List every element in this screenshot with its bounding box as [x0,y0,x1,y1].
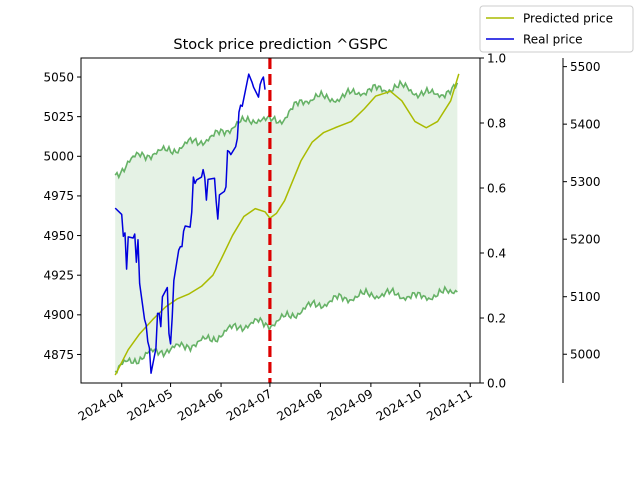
right-axis-tick-label: 5400 [570,117,601,131]
left-axis-tick-label: 5000 [43,150,74,164]
legend-predicted-label: Predicted price [523,11,613,25]
x-axis-tick-label: 2024-11 [424,386,474,423]
left-axis-tick-label: 4900 [43,308,74,322]
left-axis-tick-label: 5050 [43,70,74,84]
x-axis-tick-label: 2024-04 [76,386,126,423]
prediction-band [114,79,459,374]
x-axis-tick-label: 2024-09 [325,386,375,423]
band-lower-line [114,285,458,374]
legend-box [479,5,634,53]
left-axis-tick-label: 4975 [43,189,74,203]
middle-axis-tick-label: 0.2 [487,311,506,325]
series-lines [114,73,460,376]
left-axis-tick-label: 4875 [43,348,74,362]
real-price-line [114,73,266,374]
right-axis-tick-label: 5200 [570,232,601,246]
x-axis-tick-label: 2024-07 [224,386,274,423]
chart-title: Stock price prediction ^GSPC [173,37,387,53]
legend-real-label: Real price [523,32,583,46]
right-axis-tick-label: 5000 [570,348,601,362]
x-axis-tick-label: 2024-05 [125,386,175,423]
left-axis-tick-label: 5025 [43,110,74,124]
x-axis-tick-label: 2024-10 [374,386,424,423]
right-axis-tick-label: 5300 [570,175,601,189]
x-axis-tick-label: 2024-06 [175,386,225,423]
legend: Predicted price Real price [479,5,634,53]
right-axis-tick-label: 5500 [570,60,601,74]
left-axis-tick-label: 4925 [43,268,74,282]
middle-axis-tick-label: 0.4 [487,246,506,260]
band-fill [115,81,458,373]
middle-axis-tick-label: 0.0 [487,376,506,390]
right-axis-tick-label: 5100 [570,290,601,304]
band-upper-line [114,79,459,180]
middle-axis-tick-label: 0.8 [487,116,506,130]
middle-axis-tick-label: 1.0 [487,51,506,65]
plot-frame [80,57,481,384]
left-axis-tick-label: 4950 [43,229,74,243]
middle-axis-tick-label: 0.6 [487,181,506,195]
x-axis-tick-label: 2024-08 [274,386,324,423]
predicted-price-line [114,73,460,376]
